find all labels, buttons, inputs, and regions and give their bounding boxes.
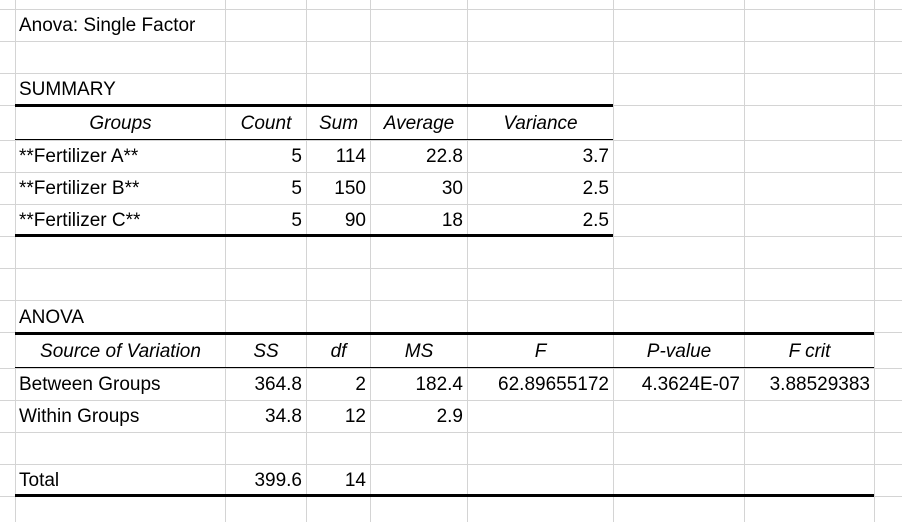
anova-header-border <box>15 367 874 368</box>
header-source-of-variation[interactable]: Source of Variation <box>40 341 201 362</box>
summary-group-cell[interactable]: **Fertilizer A** <box>19 146 139 167</box>
gridline <box>0 41 902 42</box>
gridline <box>0 368 902 369</box>
gridline <box>467 0 468 522</box>
gridline <box>0 464 902 465</box>
anova-f-crit-cell[interactable] <box>745 401 874 433</box>
summary-count-cell[interactable]: 5 <box>291 146 302 167</box>
anova-df-cell[interactable]: 2 <box>355 374 366 395</box>
anova-total-p-value-cell[interactable] <box>614 465 744 497</box>
summary-average-cell[interactable]: 22.8 <box>426 146 463 167</box>
anova-f-crit-cell[interactable]: 3.88529383 <box>769 374 870 395</box>
header-ss[interactable]: SS <box>253 341 279 362</box>
header-f-crit[interactable]: F crit <box>788 341 831 362</box>
anova-total-ms-cell[interactable] <box>371 465 467 497</box>
gridline <box>0 9 902 10</box>
anova-source-cell[interactable]: Between Groups <box>19 374 161 395</box>
anova-total-label[interactable]: Total <box>19 470 60 491</box>
anova-df-cell[interactable]: 12 <box>344 406 366 427</box>
header-df[interactable]: df <box>330 341 347 362</box>
anova-bottom-border <box>15 494 874 497</box>
anova-ss-cell[interactable]: 364.8 <box>254 374 302 395</box>
gridline <box>0 268 902 269</box>
gridline <box>0 300 902 301</box>
gridline <box>0 204 902 205</box>
gridline <box>370 0 371 522</box>
gridline <box>0 172 902 173</box>
anova-p-value-cell[interactable] <box>614 401 744 433</box>
summary-variance-cell[interactable]: 2.5 <box>582 178 609 199</box>
header-average[interactable]: Average <box>383 113 455 134</box>
anova-total-df-cell[interactable]: 14 <box>344 470 366 491</box>
gridline <box>0 73 902 74</box>
anova-p-value-cell[interactable]: 4.3624E-07 <box>641 374 740 395</box>
summary-variance-cell[interactable]: 2.5 <box>582 210 609 231</box>
anova-f-cell[interactable]: 62.89655172 <box>498 374 609 395</box>
summary-group-cell[interactable]: **Fertilizer B** <box>19 178 140 199</box>
anova-ss-cell[interactable]: 34.8 <box>265 406 302 427</box>
summary-header-border <box>15 139 613 140</box>
anova-source-cell[interactable]: Within Groups <box>19 406 140 427</box>
anova-ms-cell[interactable]: 182.4 <box>415 374 463 395</box>
gridline <box>744 0 745 522</box>
summary-group-cell[interactable]: **Fertilizer C** <box>19 210 141 231</box>
summary-sum-cell[interactable]: 150 <box>334 178 366 199</box>
header-variance[interactable]: Variance <box>503 113 578 134</box>
gridline <box>0 400 902 401</box>
summary-count-cell[interactable]: 5 <box>291 178 302 199</box>
gridline <box>874 0 875 522</box>
header-groups[interactable]: Groups <box>89 113 152 134</box>
anova-total-f-crit-cell[interactable] <box>745 465 874 497</box>
gridline <box>306 0 307 522</box>
header-p-value[interactable]: P-value <box>646 341 712 362</box>
header-count[interactable]: Count <box>240 113 292 134</box>
gridline <box>613 0 614 522</box>
gridline <box>225 0 226 522</box>
summary-sum-cell[interactable]: 114 <box>335 146 366 167</box>
anova-total-ss-cell[interactable]: 399.6 <box>254 470 302 491</box>
summary-bottom-border <box>15 234 613 237</box>
gridline <box>15 0 16 522</box>
anova-top-border <box>15 332 874 335</box>
summary-count-cell[interactable]: 5 <box>291 210 302 231</box>
summary-label[interactable]: SUMMARY <box>19 79 116 100</box>
anova-label[interactable]: ANOVA <box>19 307 85 328</box>
summary-top-border <box>15 104 613 107</box>
anova-f-cell[interactable] <box>468 401 613 433</box>
gridline <box>0 432 902 433</box>
summary-average-cell[interactable]: 30 <box>441 178 463 199</box>
summary-average-cell[interactable]: 18 <box>441 210 463 231</box>
header-sum[interactable]: Sum <box>318 113 359 134</box>
summary-sum-cell[interactable]: 90 <box>344 210 366 231</box>
anova-ms-cell[interactable]: 2.9 <box>436 406 463 427</box>
gridline <box>0 140 902 141</box>
header-f[interactable]: F <box>534 341 547 362</box>
sheet-title[interactable]: Anova: Single Factor <box>19 15 196 36</box>
header-ms[interactable]: MS <box>404 341 434 362</box>
summary-variance-cell[interactable]: 3.7 <box>582 146 609 167</box>
anova-total-f-cell[interactable] <box>468 465 613 497</box>
